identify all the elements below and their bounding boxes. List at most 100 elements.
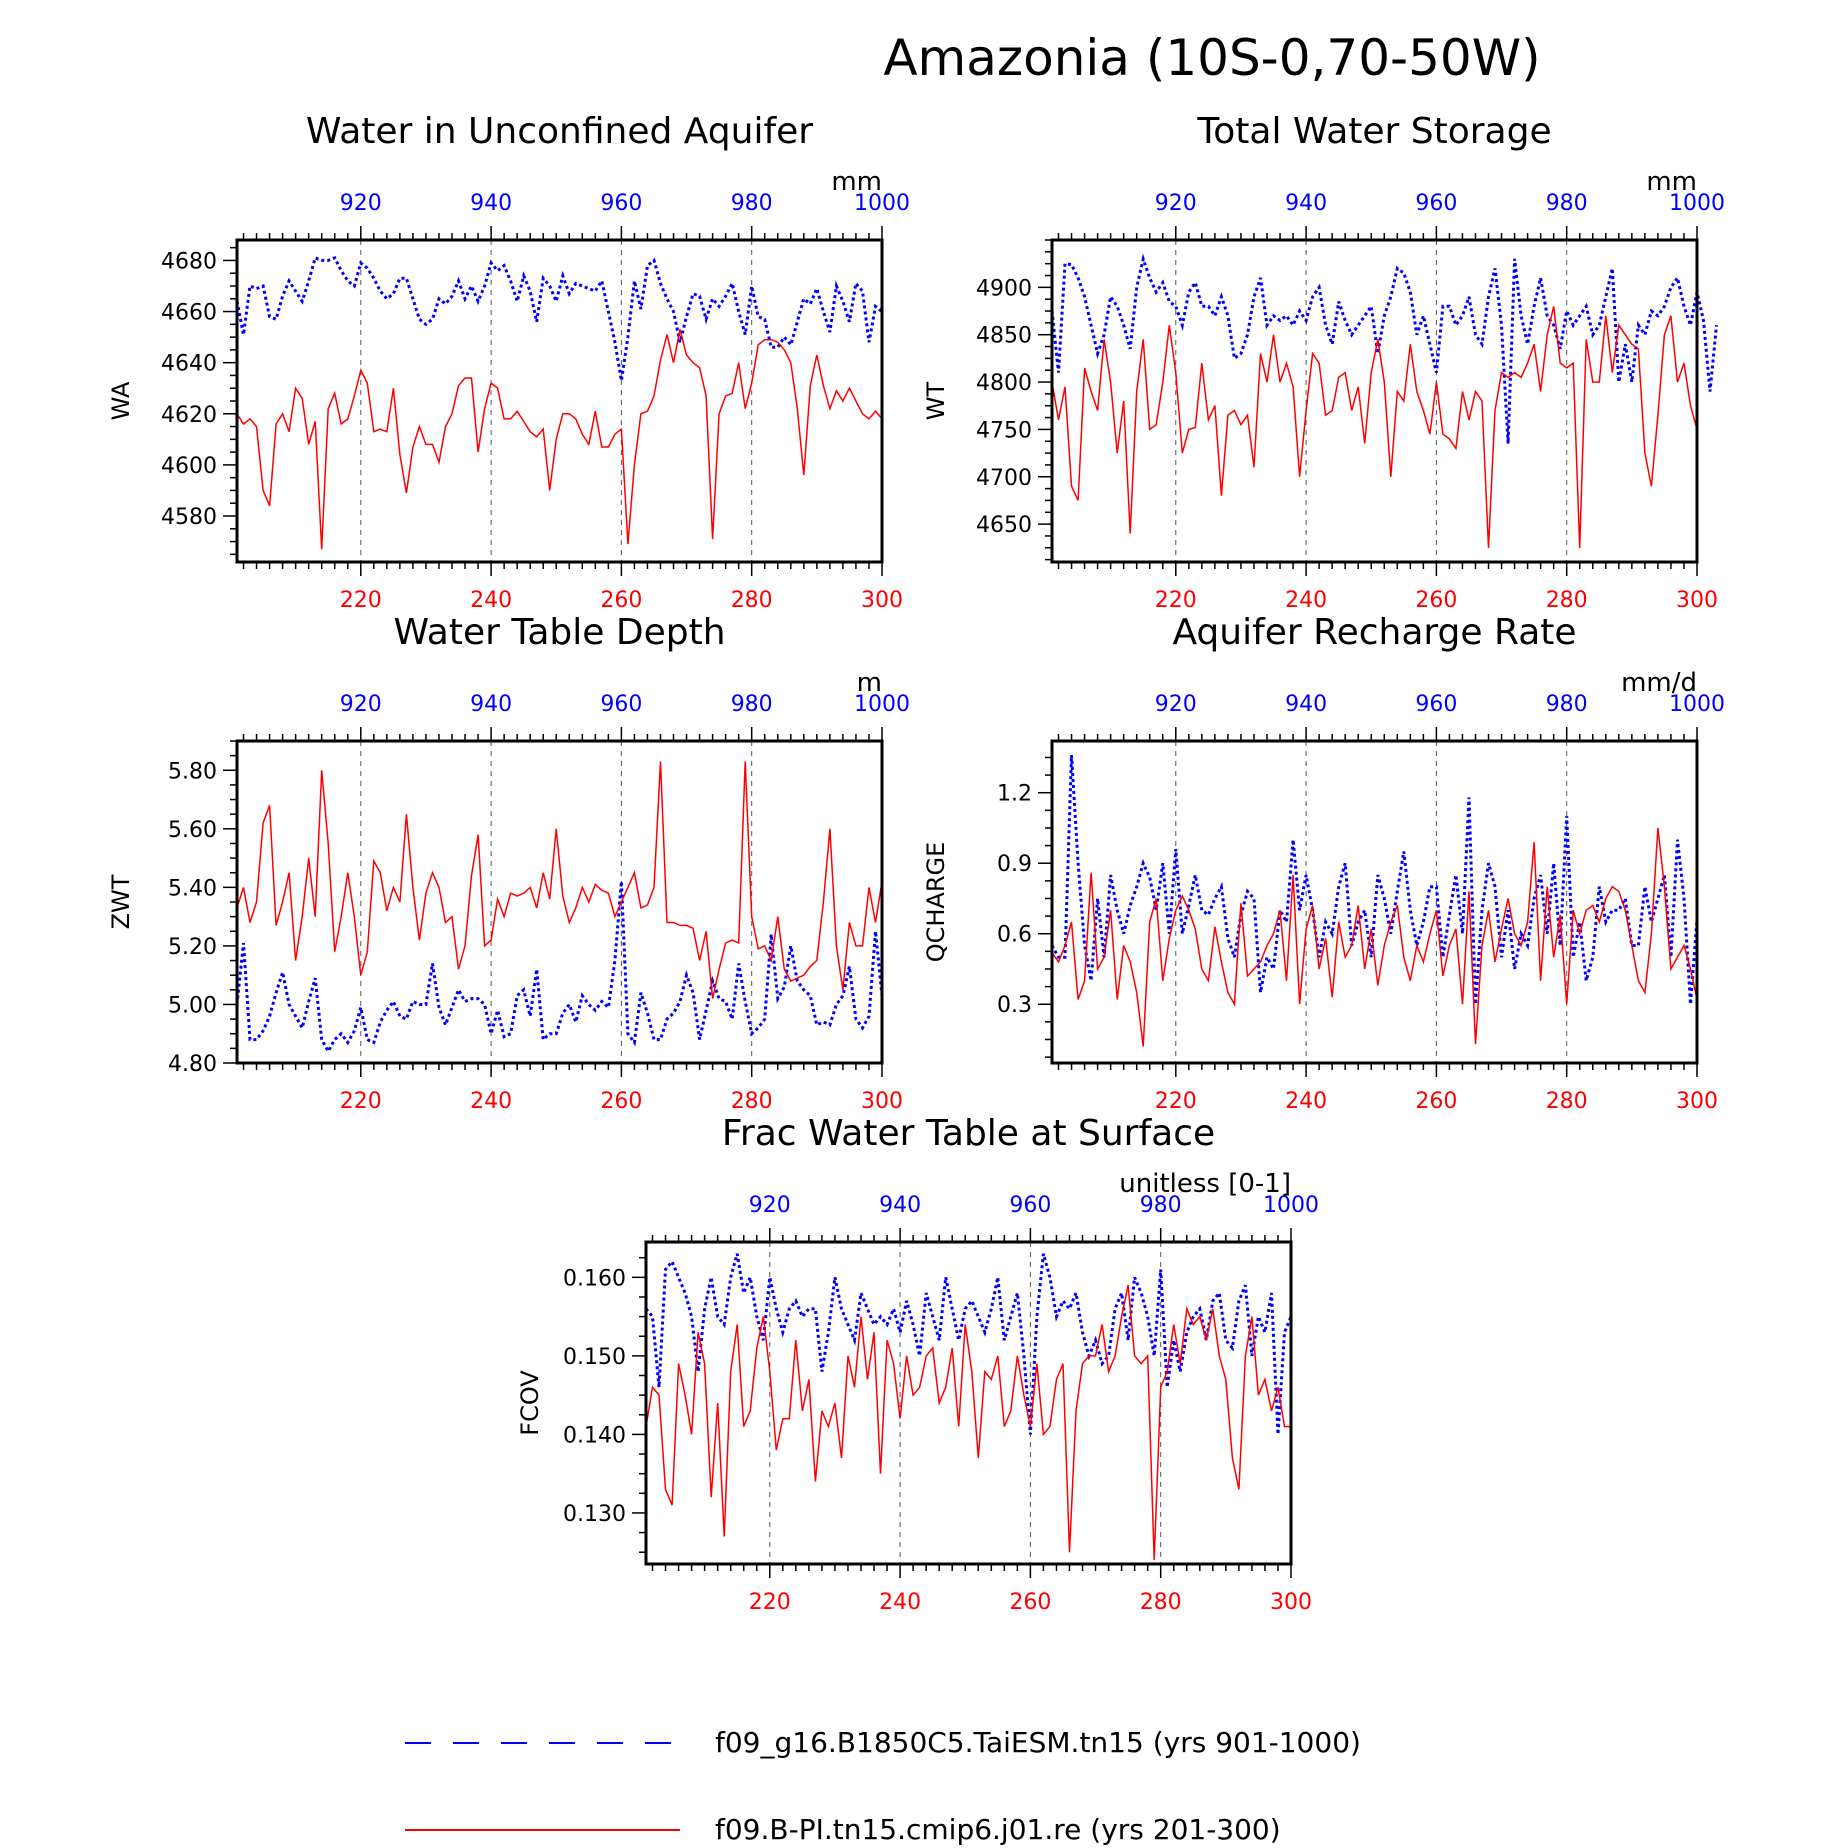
x-tick-label: 300 — [861, 588, 903, 613]
panels: Water in Unconfined Aquifer mm WA 4580 4600 4… — [107, 111, 1725, 1615]
y-tick-label: 4620 — [161, 403, 217, 428]
y-tick-label: 0.3 — [997, 993, 1032, 1018]
x-top-tick-label: 920 — [1155, 692, 1197, 717]
x-tick-label: 260 — [1009, 1590, 1051, 1615]
panel-title: Total Water Storage — [1196, 111, 1551, 152]
x-top-tick-label: 1000 — [1669, 692, 1725, 717]
y-tick-label: 0.160 — [563, 1266, 626, 1291]
panel-title: Frac Water Table at Surface — [722, 1113, 1215, 1154]
x-top-tick-label: 940 — [1285, 692, 1327, 717]
x-top-tick-label: 940 — [470, 692, 512, 717]
x-tick-label: 220 — [1155, 1089, 1197, 1114]
chart-panel-3: Water Table Depth m ZWT 4.80 5.00 5.20 5.40 5.6… — [107, 612, 910, 1114]
y-axis-label: QCHARGE — [922, 842, 950, 963]
x-tick-label: 240 — [470, 588, 512, 613]
x-top-tick-label: 980 — [1546, 191, 1588, 216]
x-tick-label: 280 — [731, 588, 773, 613]
x-tick-label: 220 — [1155, 588, 1197, 613]
x-top-tick-label: 980 — [731, 692, 773, 717]
series-line-cmip6 — [1051, 306, 1698, 548]
legend: f09_g16.B1850C5.TaiESM.tn15 (yrs 901-100… — [405, 1726, 1361, 1846]
x-tick-label: 220 — [340, 588, 382, 613]
units-label: mm — [831, 167, 882, 197]
figure-title: Amazonia (10S-0,70-50W) — [883, 29, 1540, 87]
x-top-tick-label: 920 — [1155, 191, 1197, 216]
units-label: m — [857, 668, 882, 698]
x-tick-label: 240 — [879, 1590, 921, 1615]
x-top-tick-label: 1000 — [1669, 191, 1725, 216]
plot-frame — [235, 238, 884, 564]
x-tick-label: 220 — [749, 1590, 791, 1615]
plot-frame — [1050, 238, 1699, 564]
x-top-tick-label: 960 — [600, 191, 642, 216]
x-tick-label: 300 — [1270, 1590, 1312, 1615]
x-top-tick-label: 1000 — [1263, 1193, 1319, 1218]
y-tick-label: 0.9 — [997, 852, 1032, 877]
x-tick-label: 220 — [340, 1089, 382, 1114]
y-axis-label: FCOV — [516, 1370, 544, 1436]
y-tick-label: 5.00 — [168, 993, 217, 1018]
y-tick-label: 4800 — [976, 371, 1032, 396]
x-top-tick-label: 960 — [1415, 191, 1457, 216]
x-tick-label: 260 — [1415, 588, 1457, 613]
series-line-taiesm — [1050, 253, 1718, 444]
y-axis-label: ZWT — [107, 874, 135, 929]
x-tick-label: 260 — [600, 588, 642, 613]
x-tick-label: 240 — [1285, 1089, 1327, 1114]
panel-title: Aquifer Recharge Rate — [1172, 612, 1576, 653]
x-top-tick-label: 920 — [340, 191, 382, 216]
y-tick-label: 4680 — [161, 249, 217, 274]
x-tick-label: 280 — [1140, 1590, 1182, 1615]
x-top-tick-label: 980 — [1546, 692, 1588, 717]
series-line-cmip6 — [236, 329, 883, 550]
x-top-tick-label: 920 — [340, 692, 382, 717]
y-tick-label: 0.6 — [997, 923, 1032, 948]
x-tick-label: 280 — [1546, 1089, 1588, 1114]
x-tick-label: 240 — [470, 1089, 512, 1114]
x-tick-label: 260 — [600, 1089, 642, 1114]
x-tick-label: 300 — [1676, 1089, 1718, 1114]
y-tick-label: 4660 — [161, 301, 217, 326]
y-tick-label: 4900 — [976, 276, 1032, 301]
y-tick-label: 1.2 — [997, 782, 1032, 807]
y-tick-label: 4750 — [976, 418, 1032, 443]
plot-frame — [644, 1240, 1293, 1566]
y-tick-label: 5.60 — [168, 818, 217, 843]
y-tick-label: 4580 — [161, 505, 217, 530]
y-tick-label: 4640 — [161, 352, 217, 377]
panel-title: Water in Unconfined Aquifer — [306, 111, 813, 152]
series-line-taiesm — [235, 881, 884, 1055]
x-top-tick-label: 960 — [600, 692, 642, 717]
y-tick-label: 5.40 — [168, 876, 217, 901]
series-line-cmip6 — [645, 1285, 1291, 1561]
series-line-cmip6 — [1051, 827, 1698, 1047]
panel-title: Water Table Depth — [393, 612, 725, 653]
y-tick-label: 0.150 — [563, 1345, 626, 1370]
y-tick-label: 0.140 — [563, 1423, 626, 1448]
series-line-taiesm — [1050, 755, 1699, 1005]
chart-panel-5: Frac Water Table at Surface unitless [0-1… — [516, 1113, 1319, 1615]
x-top-tick-label: 1000 — [854, 692, 910, 717]
x-tick-label: 300 — [1676, 588, 1718, 613]
plot-frame — [235, 739, 884, 1065]
chart-panel-1: Water in Unconfined Aquifer mm WA 4580 4600 4… — [107, 111, 910, 613]
y-tick-label: 4650 — [976, 513, 1032, 538]
x-tick-label: 260 — [1415, 1089, 1457, 1114]
plot-frame — [1050, 739, 1699, 1065]
units-label: unitless [0-1] — [1119, 1169, 1291, 1199]
x-top-tick-label: 1000 — [854, 191, 910, 216]
x-top-tick-label: 920 — [749, 1193, 791, 1218]
y-axis-label: WT — [922, 381, 950, 420]
y-tick-label: 4700 — [976, 466, 1032, 491]
x-top-tick-label: 960 — [1009, 1193, 1051, 1218]
x-top-tick-label: 980 — [731, 191, 773, 216]
chart-panel-2: Total Water Storage mm WT 4650 4700 4750 4800 4… — [922, 111, 1725, 613]
legend-label-cmip6: f09.B-PI.tn15.cmip6.j01.re (yrs 201-300) — [715, 1813, 1281, 1846]
y-tick-label: 0.130 — [563, 1502, 626, 1527]
x-top-tick-label: 980 — [1140, 1193, 1182, 1218]
units-label: mm/d — [1621, 668, 1697, 698]
legend-label-taiesm: f09_g16.B1850C5.TaiESM.tn15 (yrs 901-100… — [715, 1726, 1361, 1759]
y-tick-label: 4600 — [161, 454, 217, 479]
y-tick-label: 4.80 — [168, 1052, 217, 1077]
